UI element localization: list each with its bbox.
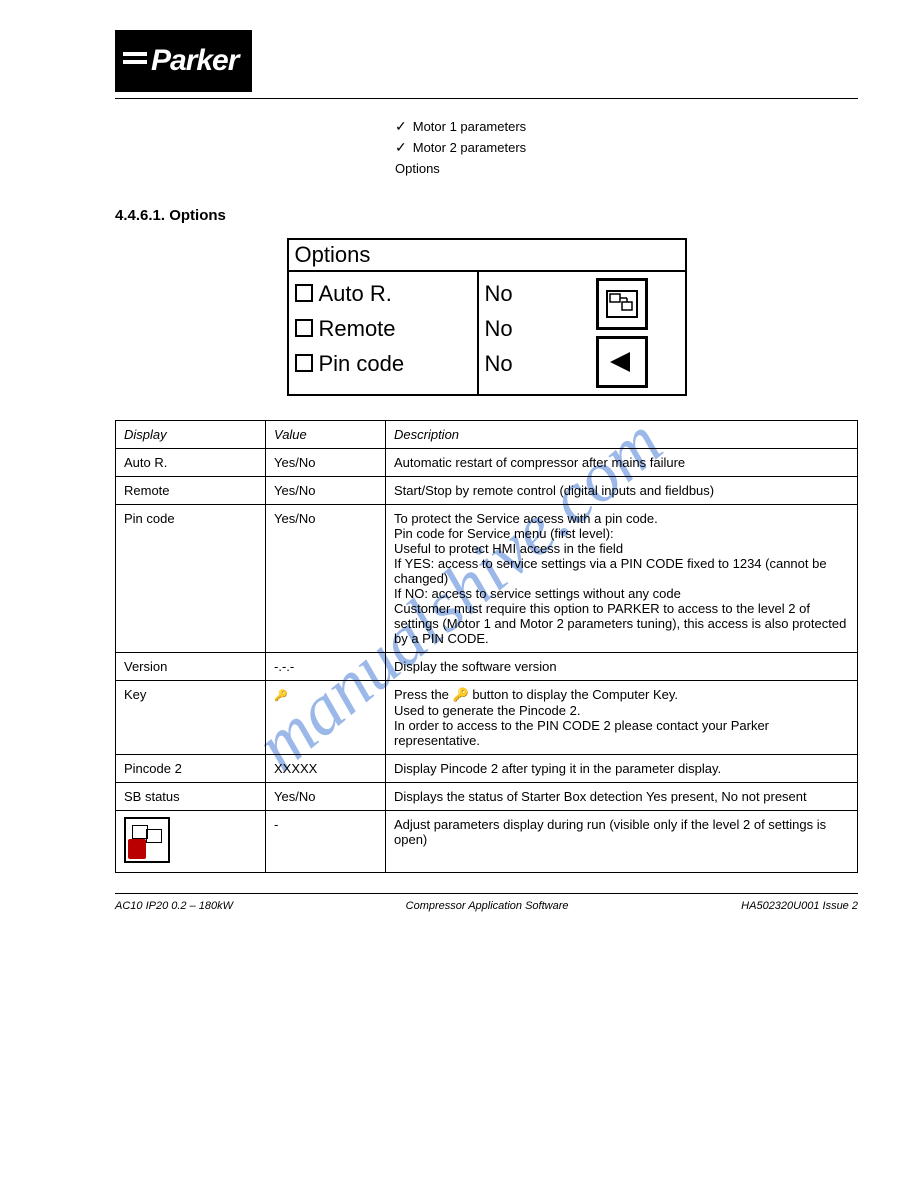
cell-value: Yes/No [266,504,386,652]
header-divider [115,98,858,99]
cell-desc: Start/Stop by remote control (digital in… [386,476,858,504]
table-header-value: Value [266,420,386,448]
check-icon: ✓ [395,117,407,138]
table-row: Pincode 2 XXXXX Display Pincode 2 after … [116,754,858,782]
table-header-row: Display Value Description [116,420,858,448]
checkbox-icon[interactable] [295,284,313,302]
table-row: SB status Yes/No Displays the status of … [116,782,858,810]
options-table: Display Value Description Auto R. Yes/No… [115,420,858,873]
panel-label: Pin code [319,346,405,381]
panel-value: No [485,346,553,381]
table-row: Pin code Yes/No To protect the Service a… [116,504,858,652]
cell-value: 🔑 [266,680,386,754]
cell-value: Yes/No [266,782,386,810]
checkbox-icon[interactable] [295,319,313,337]
cell-display: Remote [116,476,266,504]
panel-label: Auto R. [319,276,392,311]
intro-block: ✓ Motor 1 parameters ✓ Motor 2 parameter… [395,117,858,179]
parker-logo: Parker [115,30,252,92]
cell-value: - [266,810,386,872]
table-row: Auto R. Yes/No Automatic restart of comp… [116,448,858,476]
cell-display: SB status [116,782,266,810]
panel-labels-column: Auto R. Remote Pin code [289,272,479,394]
intro-text-2: Motor 2 parameters [413,138,526,158]
panel-row: Pin code [295,346,471,381]
panel-title: Options [289,240,685,272]
page-footer: AC10 IP20 0.2 – 180kW Compressor Applica… [115,893,858,912]
cell-display: Pin code [116,504,266,652]
key-icon: 🔑 [274,690,288,702]
cell-desc: Display Pincode 2 after typing it in the… [386,754,858,782]
panel-value: No [485,311,553,346]
table-row: Key 🔑 Press the 🔑 button to display the … [116,680,858,754]
cell-desc: Displays the status of Starter Box detec… [386,782,858,810]
panel-row: Remote [295,311,471,346]
cell-desc: Display the software version [386,652,858,680]
table-row: - Adjust parameters display during run (… [116,810,858,872]
schematic-button[interactable] [596,278,648,330]
checkbox-icon[interactable] [295,354,313,372]
cell-value: Yes/No [266,476,386,504]
options-panel: Options Auto R. Remote Pin code [287,238,687,396]
cell-desc: Press the 🔑 button to display the Comput… [386,680,858,754]
panel-label: Remote [319,311,396,346]
logo-container: Parker [115,30,858,92]
cell-value: -.-.- [266,652,386,680]
check-icon: ✓ [395,138,407,159]
panel-buttons-column [559,272,685,394]
table-row: Version -.-.- Display the software versi… [116,652,858,680]
footer-left: AC10 IP20 0.2 – 180kW [115,900,233,912]
table-row: Remote Yes/No Start/Stop by remote contr… [116,476,858,504]
table-header-display: Display [116,420,266,448]
footer-right: HA502320U001 Issue 2 [741,900,858,912]
panel-wrap: Options Auto R. Remote Pin code [115,238,858,396]
panel-body: Auto R. Remote Pin code No No No [289,272,685,394]
cell-display-icon [116,810,266,872]
panel-value: No [485,276,553,311]
cell-desc: Adjust parameters display during run (vi… [386,810,858,872]
intro-text-3: Options [395,159,858,179]
intro-text-1: Motor 1 parameters [413,117,526,137]
panel-row: Auto R. [295,276,471,311]
cell-display: Auto R. [116,448,266,476]
cell-display: Pincode 2 [116,754,266,782]
pdf-badge-icon [128,839,146,859]
intro-line-1: ✓ Motor 1 parameters [395,117,858,138]
schematic-icon [124,817,170,863]
schematic-icon [606,290,638,318]
cell-display: Version [116,652,266,680]
cell-display: Key [116,680,266,754]
footer-center: Compressor Application Software [406,900,569,912]
table-header-description: Description [386,420,858,448]
back-button[interactable] [596,336,648,388]
cell-value: Yes/No [266,448,386,476]
cell-desc: To protect the Service access with a pin… [386,504,858,652]
section-heading: 4.4.6.1. Options [115,207,858,224]
page-container: Parker ✓ Motor 1 parameters ✓ Motor 2 pa… [0,0,918,942]
panel-values-column: No No No [479,272,559,394]
cell-value: XXXXX [266,754,386,782]
intro-line-2: ✓ Motor 2 parameters [395,138,858,159]
cell-desc: Automatic restart of compressor after ma… [386,448,858,476]
